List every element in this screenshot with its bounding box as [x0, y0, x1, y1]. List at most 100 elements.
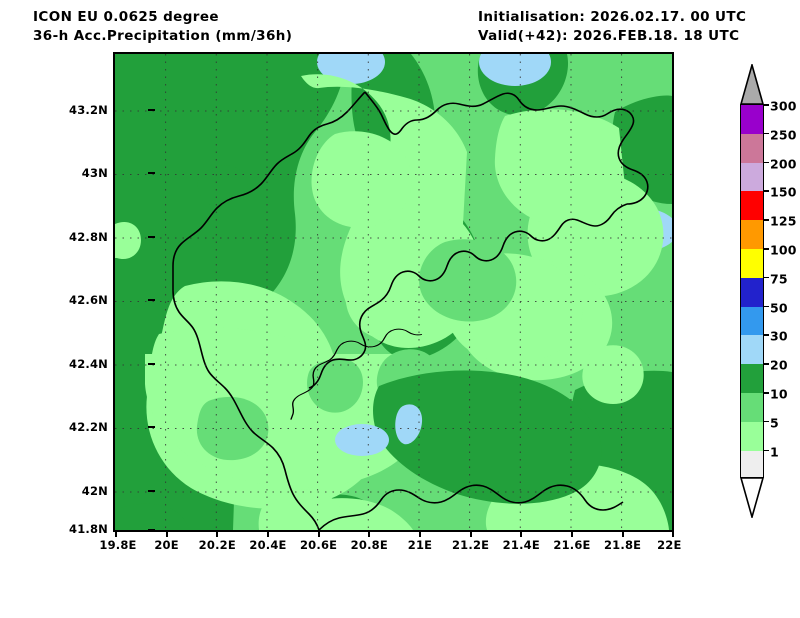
colorbar-tick [764, 392, 769, 394]
initialisation-time-label: Initialisation: 2026.02.17. 00 UTC [478, 9, 747, 25]
colorbar-segment-75-100 [741, 249, 763, 278]
x-tick-label: 20E [154, 538, 179, 552]
y-tick-mark [148, 299, 155, 301]
colorbar-tick [764, 132, 769, 135]
colorbar-segment-30-50 [741, 306, 763, 336]
colorbar-tick-label: 1 [770, 444, 779, 460]
x-tick-mark [520, 530, 523, 537]
x-tick-mark [368, 530, 371, 537]
country-border-east [308, 203, 628, 389]
colorbar-gradient-bar[interactable] [740, 104, 764, 478]
colorbar-segment-5-10 [741, 393, 763, 422]
y-tick-label: 42N [81, 483, 108, 498]
y-tick-mark [148, 529, 155, 531]
x-tick-mark [216, 530, 219, 537]
colorbar-overflow-arrow-icon [740, 64, 764, 105]
colorbar-tick-label: 10 [770, 386, 788, 402]
band-20-30-blob-north-east [479, 54, 551, 86]
colorbar-tick [764, 420, 769, 423]
x-tick-label: 21E [407, 538, 433, 552]
x-tick-mark [571, 530, 573, 537]
band-10-20-diagonal-belt [373, 370, 602, 504]
colorbar-tick-label: 100 [770, 242, 797, 258]
colorbar-segment-20-30 [741, 335, 763, 365]
colorbar-tick [764, 334, 769, 336]
colorbar-tick [764, 363, 769, 365]
country-border-north [364, 91, 649, 205]
header-left-block: ICON EU 0.0625 degree 36-h Acc.Precipita… [33, 8, 292, 46]
colorbar-segment-125-150 [741, 191, 763, 221]
colorbar-tick-label: 20 [770, 357, 788, 373]
colorbar-tick [764, 276, 769, 279]
colorbar-segment-100-125 [741, 220, 763, 249]
y-tick-label: 42.8N [69, 229, 108, 244]
colorbar-tick-label: 250 [770, 127, 797, 143]
x-tick-mark [317, 530, 320, 537]
x-tick-mark [419, 530, 421, 537]
colorbar-tick [764, 190, 769, 192]
colorbar-legend[interactable]: 300 250 200 150 125 100 75 50 30 20 10 5… [736, 64, 797, 518]
colorbar-tick-label: 125 [770, 213, 797, 229]
precipitation-contour-canvas [115, 54, 672, 530]
x-tick-label: 22E [657, 538, 682, 552]
colorbar-segment-0-1 [741, 450, 763, 477]
band-1-5-bottom-left [258, 489, 344, 530]
x-tick-label: 21.4E [502, 538, 540, 552]
x-tick-label: 20.4E [249, 538, 287, 552]
x-tick-mark [267, 530, 269, 537]
colorbar-tick [764, 305, 769, 308]
y-tick-label: 43.2N [69, 102, 108, 117]
x-tick-mark [469, 530, 472, 537]
colorbar-segment-250-300 [741, 105, 763, 134]
colorbar-segment-10-20 [741, 364, 763, 393]
y-tick-mark [148, 172, 155, 174]
field-name-label: 36-h Acc.Precipitation (mm/36h) [33, 28, 293, 44]
x-axis: 19.8E 20E 20.2E 20.4E 20.6E 20.8E 21E 21… [99, 530, 681, 558]
header-right-block: Initialisation: 2026.02.17. 00 UTC Valid… [478, 8, 746, 46]
colorbar-tick [764, 104, 769, 106]
band-1-5-edge-blob-w [115, 221, 141, 260]
colorbar-tick [764, 219, 769, 221]
colorbar-tick [764, 248, 769, 250]
colorbar-tick-label: 150 [770, 184, 797, 200]
colorbar-tick-label: 30 [770, 328, 788, 344]
band-10-20-northeast [612, 95, 672, 204]
y-tick-mark [148, 490, 155, 492]
colorbar-tick-label: 200 [770, 156, 797, 172]
band-10-20-corner-sw [115, 503, 189, 530]
map-plot-area[interactable] [113, 52, 674, 532]
colorbar-tick [764, 161, 769, 164]
colorbar-tick-label: 75 [770, 271, 788, 287]
y-tick-mark [148, 426, 155, 428]
x-tick-label: 20.2E [198, 538, 236, 552]
y-tick-mark [148, 109, 155, 111]
y-tick-label: 43N [81, 166, 108, 180]
x-tick-label: 21.6E [553, 538, 591, 552]
colorbar-tick-label: 5 [770, 415, 779, 431]
x-tick-label: 20.8E [350, 538, 388, 552]
y-tick-label: 42.6N [69, 293, 108, 307]
band-5-10-patch-sw [196, 396, 269, 461]
band-1-5-east-blob2 [582, 345, 644, 404]
x-tick-label: 19.8E [99, 538, 137, 552]
x-tick-mark [165, 530, 168, 537]
y-tick-mark [148, 363, 155, 365]
y-tick-label: 42.2N [69, 420, 108, 434]
band-20-30-blob-small-top [395, 404, 423, 445]
x-tick-mark [621, 530, 624, 537]
x-tick-label: 20.6E [299, 538, 338, 552]
colorbar-segment-1-5 [741, 421, 763, 451]
x-tick-label: 21.2E [451, 538, 490, 552]
band-20-30-blob-south-top [335, 424, 389, 456]
x-tick-label: 21.8E [603, 538, 642, 552]
x-tick-mark [115, 530, 117, 537]
grid-lines [115, 54, 672, 530]
colorbar-segment-200-250 [741, 133, 763, 163]
y-tick-mark [148, 236, 155, 238]
y-axis: 43.2N 43N 42.8N 42.6N 42.4N 42.2N 42N 41… [40, 52, 155, 536]
country-border-west [172, 91, 366, 530]
band-1-5-east-patch-b [494, 109, 627, 227]
colorbar-segment-150-200 [741, 162, 763, 192]
colorbar-tick-label: 300 [770, 98, 797, 114]
